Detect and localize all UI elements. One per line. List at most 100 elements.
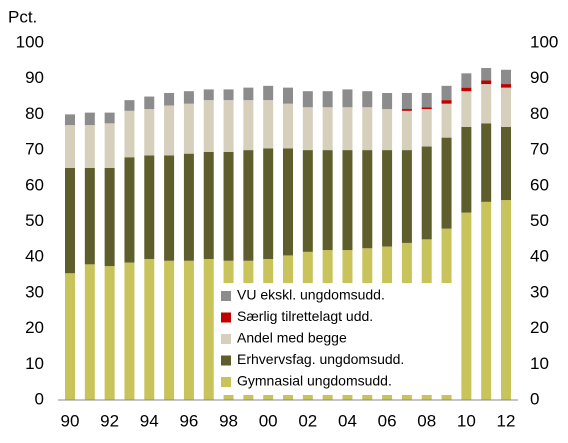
bar-segment: [441, 85, 452, 101]
legend-label: Særlig tilrettelagt udd.: [237, 308, 373, 324]
bar-segment: [322, 91, 333, 108]
bar-segment: [421, 92, 432, 108]
bar-segment: [144, 109, 155, 156]
bar-segment: [461, 91, 472, 127]
bar-segment: [124, 262, 135, 400]
bar-segment: [104, 123, 115, 168]
y-tick-label: 70: [25, 140, 44, 159]
bar-segment: [84, 167, 95, 265]
bar-segment: [481, 123, 492, 202]
bar-segment: [164, 92, 175, 106]
bar-segment: [401, 150, 412, 243]
y-tick-label: 20: [25, 318, 44, 337]
bar-segment: [441, 137, 452, 229]
y2-tick-label: 60: [530, 175, 549, 194]
bar-segment: [183, 260, 194, 400]
bar-segment: [302, 150, 313, 252]
bar-segment: [481, 84, 492, 124]
bar-segment: [283, 87, 293, 104]
bar-segment: [164, 260, 175, 400]
bar-segment: [382, 109, 393, 151]
bar-segment: [501, 69, 511, 85]
bar-segment: [501, 200, 511, 400]
bar-segment: [461, 126, 472, 213]
bar-segment: [342, 89, 353, 108]
y-tick-label: 10: [25, 354, 44, 373]
bar-segment: [65, 125, 75, 168]
bar-segment: [183, 91, 194, 104]
bar-segment: [401, 109, 412, 111]
bar-segment: [382, 92, 393, 110]
x-tick-label: 08: [417, 411, 436, 430]
bar-segment: [342, 150, 353, 251]
bar-segment: [302, 107, 313, 151]
bar-segment: [124, 157, 135, 263]
bar-segment: [263, 85, 274, 101]
y2-tick-label: 50: [530, 211, 549, 230]
bar-segment: [65, 273, 75, 400]
bar-segment: [441, 103, 452, 138]
bar-segment: [223, 89, 234, 101]
bar-segment: [461, 87, 472, 92]
bar-segment: [104, 167, 115, 267]
y2-tick-label: 20: [530, 318, 549, 337]
bar-segment: [104, 266, 115, 400]
x-tick-label: 06: [378, 411, 397, 430]
bar-segment: [183, 103, 194, 154]
x-tick-label: 12: [497, 411, 516, 430]
bar-segment: [501, 126, 511, 201]
bar-segment: [144, 155, 155, 259]
y-tick-label: 90: [25, 68, 44, 87]
x-tick-label: 02: [298, 411, 317, 430]
legend-label: Gymnasial ungdomsudd.: [237, 373, 392, 389]
bar-segment: [302, 91, 313, 108]
bar-segment: [84, 125, 95, 168]
y2-tick-label: 70: [530, 140, 549, 159]
legend-swatch: [221, 312, 231, 323]
bar-segment: [322, 150, 333, 251]
bar-segment: [144, 96, 155, 110]
legend-swatch: [221, 334, 231, 344]
bar-segment: [183, 153, 194, 261]
bar-segment: [382, 150, 393, 247]
bar-segment: [501, 84, 511, 88]
x-tick-label: 92: [100, 411, 119, 430]
bar-segment: [421, 109, 432, 147]
y-tick-label: 30: [25, 282, 44, 301]
y2-tick-label: 100: [530, 32, 558, 51]
bar-segment: [481, 201, 492, 400]
y-tick-label: 60: [25, 175, 44, 194]
y-tick-label: 50: [25, 211, 44, 230]
y2-tick-label: 90: [530, 68, 549, 87]
bar-segment: [362, 150, 373, 249]
x-tick-label: 90: [61, 411, 80, 430]
x-tick-label: 98: [219, 411, 238, 430]
legend-label: VU ekskl. ungdomsudd.: [237, 287, 385, 303]
y2-tick-label: 40: [530, 247, 549, 266]
bar-segment: [223, 100, 234, 152]
x-tick-label: 10: [457, 411, 476, 430]
bar-segment: [322, 107, 333, 151]
bar-segment: [243, 87, 254, 101]
bar-segment: [461, 73, 472, 88]
bar-segment: [164, 105, 175, 156]
bar-segment: [401, 110, 412, 151]
bar-segment: [461, 212, 472, 400]
y-tick-label: 80: [25, 104, 44, 123]
bar-segment: [401, 92, 412, 110]
bar-segment: [362, 107, 373, 151]
bar-segment: [243, 150, 254, 261]
bar-segment: [223, 151, 234, 261]
legend-box: [215, 283, 452, 395]
bar-segment: [203, 151, 214, 259]
bar-segment: [283, 148, 293, 256]
y-tick-label: 0: [35, 389, 44, 408]
x-tick-label: 94: [140, 411, 159, 430]
bar-segment: [362, 91, 373, 108]
bar-segment: [421, 146, 432, 240]
y-tick-label: 100: [16, 32, 44, 51]
bar-segment: [203, 100, 214, 152]
x-tick-label: 00: [259, 411, 278, 430]
bar-segment: [421, 107, 432, 110]
